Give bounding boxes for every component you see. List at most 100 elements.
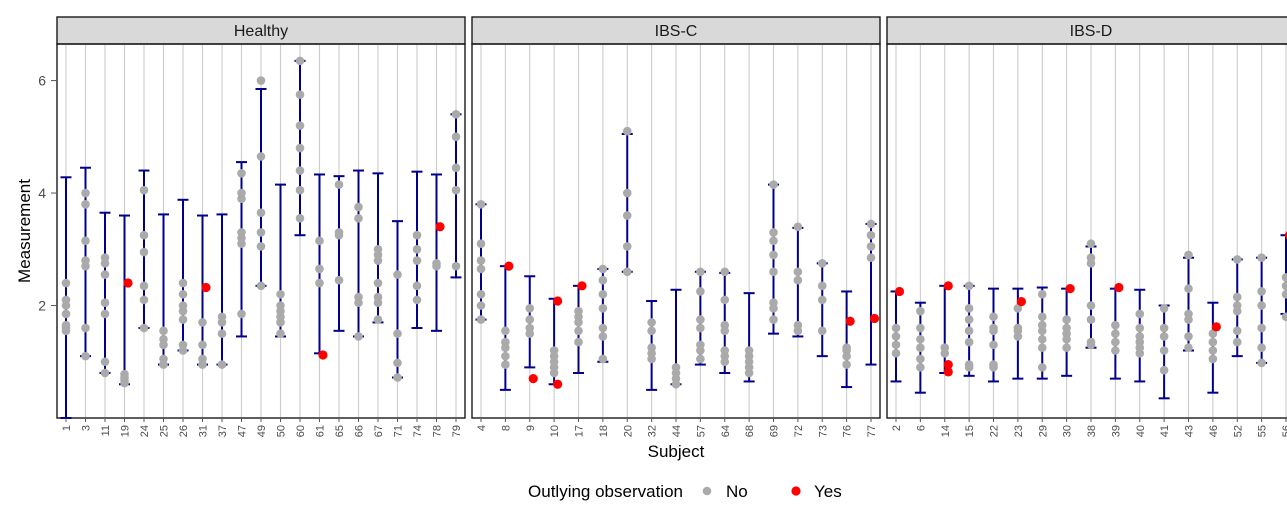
data-point	[842, 360, 851, 369]
data-point	[374, 279, 383, 288]
data-point	[1087, 338, 1096, 347]
data-point	[452, 132, 461, 141]
data-point	[696, 341, 705, 350]
data-point	[1111, 321, 1120, 330]
x-tick-label: 68	[744, 425, 756, 437]
outlier-point	[944, 281, 953, 290]
data-point	[599, 265, 608, 274]
subject-52: 52	[1232, 255, 1245, 437]
subject-68: 68	[744, 293, 757, 437]
y-tick-label: 2	[38, 298, 46, 314]
subject-47: 47	[236, 162, 249, 437]
data-point	[296, 166, 305, 175]
data-point	[296, 186, 305, 195]
x-tick-label: 25	[159, 425, 171, 437]
data-point	[720, 346, 729, 355]
x-tick-label: 65	[334, 425, 346, 437]
subject-10: 10	[549, 296, 563, 437]
outlier-point	[1114, 283, 1123, 292]
data-point	[525, 324, 534, 333]
data-point	[62, 296, 71, 305]
data-point	[315, 237, 324, 246]
legend-title: Outlying observation	[528, 482, 683, 501]
subject-3: 3	[80, 168, 93, 431]
legend-label-no: No	[726, 482, 748, 501]
data-point	[393, 329, 402, 338]
data-point	[413, 296, 422, 305]
data-point	[892, 341, 901, 350]
data-point	[623, 242, 632, 251]
data-point	[769, 315, 778, 324]
data-point	[1087, 301, 1096, 310]
x-tick-label: 61	[315, 425, 327, 437]
data-point	[1038, 321, 1047, 330]
subject-6: 6	[915, 303, 928, 431]
data-point	[81, 200, 90, 209]
data-point	[257, 208, 266, 217]
data-point	[1282, 290, 1287, 299]
subject-66: 66	[353, 171, 366, 438]
data-point	[81, 324, 90, 333]
x-tick-label: 49	[256, 425, 268, 437]
x-tick-label: 38	[1086, 425, 1098, 437]
data-point	[1160, 304, 1169, 313]
legend-key-yes	[791, 486, 800, 495]
data-point	[452, 110, 461, 119]
data-point	[296, 57, 305, 66]
x-tick-label: 76	[842, 425, 854, 437]
x-tick-label: 31	[198, 425, 210, 437]
x-tick-label: 74	[412, 425, 424, 437]
data-point	[1135, 332, 1144, 341]
data-point	[257, 76, 266, 85]
data-point	[965, 327, 974, 336]
subject-57: 57	[695, 267, 708, 437]
x-tick-label: 77	[866, 425, 878, 437]
data-point	[1111, 329, 1120, 338]
data-point	[965, 360, 974, 369]
subject-69: 69	[768, 180, 781, 437]
data-point	[354, 203, 363, 212]
data-point	[1282, 273, 1287, 282]
data-point	[452, 163, 461, 172]
subject-1: 1	[61, 177, 74, 431]
data-point	[315, 279, 324, 288]
outlier-point	[504, 262, 513, 271]
subject-60: 60	[295, 57, 308, 438]
subject-19: 19	[119, 216, 133, 438]
data-point	[1038, 363, 1047, 372]
data-point	[237, 189, 246, 198]
subject-61: 61	[314, 174, 328, 437]
data-point	[842, 343, 851, 352]
data-point	[101, 357, 110, 366]
x-tick-label: 66	[354, 425, 366, 437]
outlier-point	[1017, 297, 1026, 306]
data-point	[101, 310, 110, 319]
data-point	[179, 290, 188, 299]
data-point	[354, 293, 363, 302]
subject-8: 8	[500, 262, 514, 432]
data-point	[623, 267, 632, 276]
x-axis-title: Subject	[648, 442, 705, 461]
data-point	[916, 343, 925, 352]
data-point	[413, 256, 422, 265]
data-point	[769, 251, 778, 260]
data-point	[867, 253, 876, 262]
x-tick-label: 32	[647, 425, 659, 437]
x-tick-label: 8	[500, 425, 512, 431]
data-point	[1233, 327, 1242, 336]
subject-11: 11	[100, 213, 113, 437]
data-point	[940, 343, 949, 352]
data-point	[62, 310, 71, 319]
data-point	[477, 200, 486, 209]
data-point	[1160, 332, 1169, 341]
data-point	[818, 296, 827, 305]
subject-24: 24	[139, 171, 152, 438]
x-tick-label: 43	[1184, 425, 1196, 437]
data-point	[1014, 324, 1023, 333]
data-point	[1038, 343, 1047, 352]
subject-4: 4	[476, 200, 489, 431]
data-point	[198, 341, 207, 350]
data-point	[1062, 315, 1071, 324]
subject-31: 31	[197, 216, 211, 438]
